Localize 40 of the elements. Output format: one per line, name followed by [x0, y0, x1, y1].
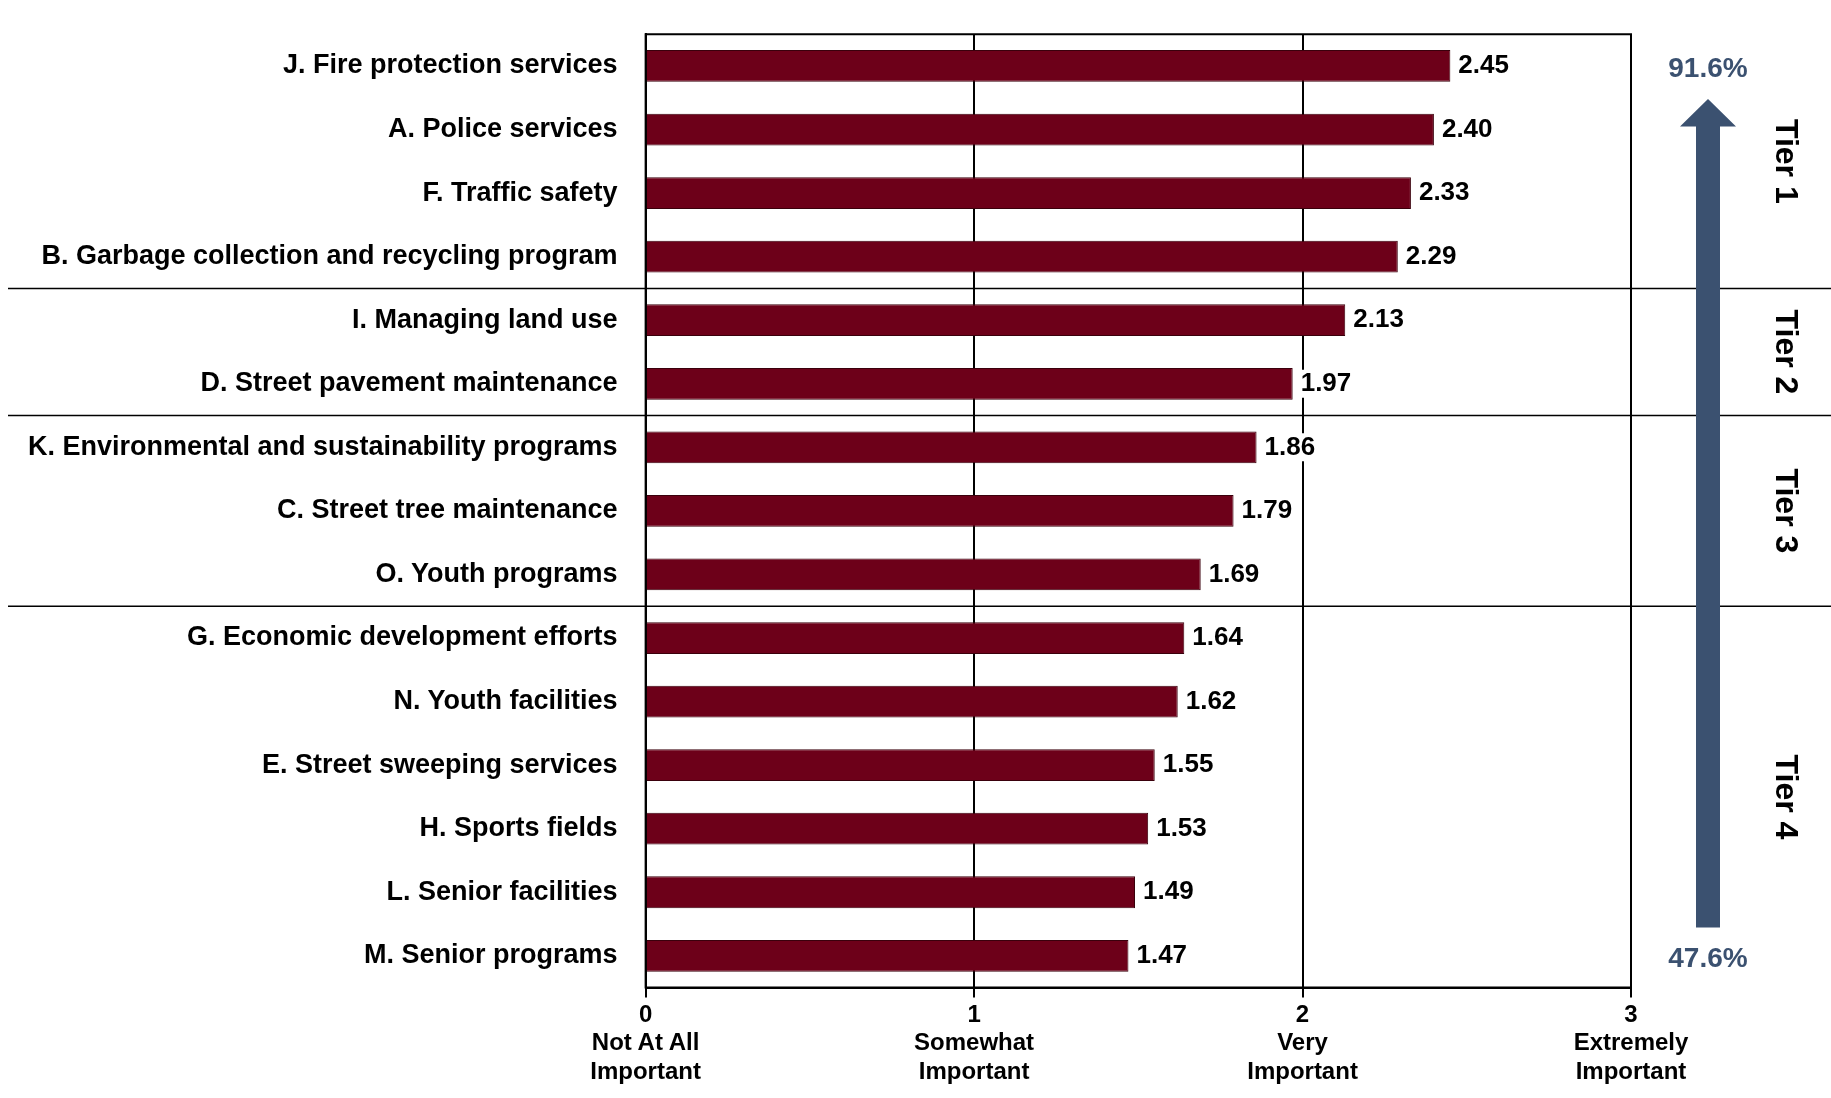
data-label: 1.79: [1241, 494, 1293, 525]
data-label: 1.69: [1208, 557, 1260, 588]
y-tick-label: L. Senior facilities: [386, 875, 618, 906]
y-tick-label: K. Environmental and sustainability programs: [28, 430, 618, 461]
data-label: 1.64: [1192, 621, 1244, 652]
data-label: 1.49: [1143, 875, 1194, 906]
data-label: 2.45: [1458, 49, 1509, 80]
y-tick-label: H. Sports fields: [419, 812, 618, 843]
y-tick-label: F. Traffic safety: [422, 176, 618, 207]
x-tick-label: 1 Somewhat Important: [914, 999, 1035, 1085]
y-tick-label: A. Police services: [387, 112, 618, 143]
y-tick-label: C. Street tree maintenance: [277, 494, 618, 525]
x-tick-label: 0 Not At All Important: [590, 999, 701, 1085]
data-label: 1.47: [1136, 938, 1188, 969]
y-tick-label: I. Managing land use: [352, 303, 618, 334]
y-tick-label: B. Garbage collection and recycling program: [41, 240, 618, 271]
y-tick-label: E. Street sweeping services: [261, 748, 618, 779]
x-tick-label: 2 Very Important: [1247, 999, 1358, 1085]
data-label: 1.86: [1264, 430, 1316, 461]
data-label: 1.97: [1300, 366, 1352, 397]
y-tick-label: G. Economic development efforts: [187, 621, 618, 652]
y-tick-label: J. Fire protection services: [282, 49, 618, 80]
text: Tier 1: [1769, 118, 1806, 204]
x-tick-label: 3 Extremely Important: [1573, 999, 1690, 1085]
y-tick-label: O. Youth programs: [375, 557, 618, 588]
text: 47.6%: [1668, 942, 1748, 974]
data-label: 2.33: [1418, 176, 1470, 207]
y-tick-label: N. Youth facilities: [393, 685, 618, 716]
data-label: 2.40: [1441, 112, 1493, 143]
data-label: 1.62: [1185, 684, 1237, 715]
y-tick-label: D. Street pavement maintenance: [200, 367, 618, 398]
text: Tier 4: [1769, 754, 1806, 840]
data-label: 2.13: [1353, 303, 1404, 334]
data-label: 1.53: [1156, 811, 1207, 842]
y-tick-label: M. Senior programs: [364, 939, 618, 970]
text: Tier 3: [1769, 468, 1806, 554]
data-label: 2.29: [1405, 239, 1457, 270]
text: Tier 2: [1769, 309, 1806, 395]
data-label: 1.55: [1162, 748, 1214, 779]
text: 91.6%: [1668, 51, 1748, 83]
